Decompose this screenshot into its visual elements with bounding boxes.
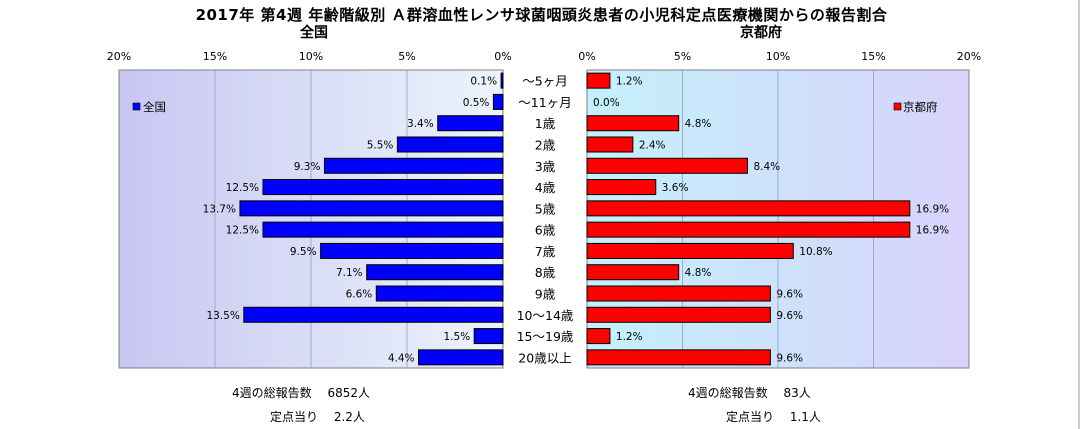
national-bar — [418, 349, 504, 366]
kyoto-data-label: 8.4% — [753, 161, 780, 173]
national-legend-swatch — [132, 102, 141, 111]
age-category-label: 3歳 — [535, 159, 556, 174]
national-bar — [375, 285, 504, 302]
age-category-label: 8歳 — [535, 265, 556, 280]
national-data-label: 6.6% — [346, 289, 373, 301]
age-category-label: ～11ヶ月 — [518, 95, 571, 110]
national-bar — [500, 72, 504, 89]
national-data-label: 4.4% — [388, 352, 415, 364]
kyoto-bar — [586, 328, 611, 345]
national-bar — [243, 306, 504, 323]
age-category-label: 1歳 — [535, 116, 556, 131]
kyoto-data-label: 2.4% — [639, 140, 666, 152]
age-category-label: 20歳以上 — [518, 350, 571, 365]
kyoto-bar — [586, 285, 771, 302]
national-bar — [262, 179, 504, 196]
kyoto-data-label: 9.6% — [776, 352, 803, 364]
kyoto-data-label: 10.8% — [799, 246, 832, 258]
kyoto-panel-title: 京都府 — [740, 25, 782, 41]
kyoto-bar — [586, 179, 657, 196]
kyoto-data-label: 16.9% — [916, 225, 949, 237]
kyoto-legend-label: 京都府 — [903, 100, 938, 114]
national-bar — [396, 136, 504, 153]
national-bar — [323, 157, 504, 174]
national-data-label: 12.5% — [226, 182, 259, 194]
age-category-label: 10～14歳 — [517, 308, 574, 323]
kyoto-bar — [586, 200, 911, 217]
age-category-label: 15～19歳 — [517, 329, 574, 344]
national-x-tick-label: 5% — [398, 50, 415, 63]
national-bar — [262, 221, 504, 238]
kyoto-x-tick-label: 15% — [861, 50, 885, 63]
kyoto-data-label: 9.6% — [776, 310, 803, 322]
national-legend-label: 全国 — [143, 100, 166, 114]
national-bar — [239, 200, 504, 217]
national-data-label: 0.5% — [463, 97, 490, 109]
kyoto-x-tick-label: 10% — [766, 50, 790, 63]
kyoto-data-label: 9.6% — [776, 289, 803, 301]
kyoto-total-reports: 4週の総報告数 83人 — [688, 386, 811, 400]
national-data-label: 0.1% — [470, 76, 497, 88]
kyoto-legend-swatch — [893, 102, 902, 111]
chart-title: 2017年 第4週 年齢階級別 Ａ群溶血性レンサ球菌咽頭炎患者の小児科定点医療機… — [195, 6, 888, 24]
national-bar — [473, 328, 504, 345]
national-data-label: 13.5% — [206, 310, 239, 322]
national-bar — [366, 264, 504, 281]
age-category-label: 9歳 — [535, 287, 556, 302]
national-x-tick-label: 20% — [107, 50, 131, 63]
national-x-tick-label: 0% — [494, 50, 511, 63]
age-category-label: 7歳 — [535, 244, 556, 259]
national-data-label: 9.3% — [294, 161, 321, 173]
kyoto-bar — [586, 221, 911, 238]
national-data-label: 13.7% — [203, 203, 236, 215]
kyoto-bar — [586, 264, 680, 281]
kyoto-bar — [586, 157, 748, 174]
kyoto-bar — [586, 136, 634, 153]
national-bar — [320, 242, 504, 259]
national-data-label: 7.1% — [336, 267, 363, 279]
national-x-tick-label: 10% — [299, 50, 323, 63]
age-category-label: 4歳 — [535, 180, 556, 195]
age-category-label: 5歳 — [535, 201, 556, 216]
kyoto-data-label: 1.2% — [616, 76, 643, 88]
age-category-label: ～5ヶ月 — [522, 74, 567, 89]
age-category-label: 2歳 — [535, 138, 556, 153]
national-data-label: 9.5% — [290, 246, 317, 258]
kyoto-x-tick-label: 20% — [957, 50, 981, 63]
national-bar — [437, 115, 504, 132]
kyoto-per-site: 定点当り 1.1人 — [726, 410, 821, 424]
kyoto-x-tick-label: 0% — [578, 50, 595, 63]
national-per-site: 定点当り 2.2人 — [270, 410, 365, 424]
national-data-label: 1.5% — [444, 331, 471, 343]
kyoto-data-label: 0.0% — [593, 97, 620, 109]
kyoto-bar — [586, 115, 680, 132]
kyoto-bar — [586, 306, 771, 323]
kyoto-data-label: 16.9% — [916, 203, 949, 215]
kyoto-data-label: 3.6% — [662, 182, 689, 194]
kyoto-bar — [586, 72, 611, 89]
national-total-reports: 4週の総報告数 6852人 — [232, 386, 370, 400]
kyoto-data-label: 1.2% — [616, 331, 643, 343]
national-panel-title: 全国 — [300, 25, 328, 41]
national-data-label: 12.5% — [226, 225, 259, 237]
kyoto-bar — [586, 349, 771, 366]
kyoto-data-label: 4.8% — [685, 267, 712, 279]
kyoto-data-label: 4.8% — [685, 118, 712, 130]
age-category-label: 6歳 — [535, 223, 556, 238]
national-data-label: 5.5% — [367, 140, 394, 152]
national-bar — [492, 93, 504, 110]
national-data-label: 3.4% — [407, 118, 434, 130]
national-x-tick-label: 15% — [203, 50, 227, 63]
kyoto-bar — [586, 242, 794, 259]
kyoto-x-tick-label: 5% — [674, 50, 691, 63]
